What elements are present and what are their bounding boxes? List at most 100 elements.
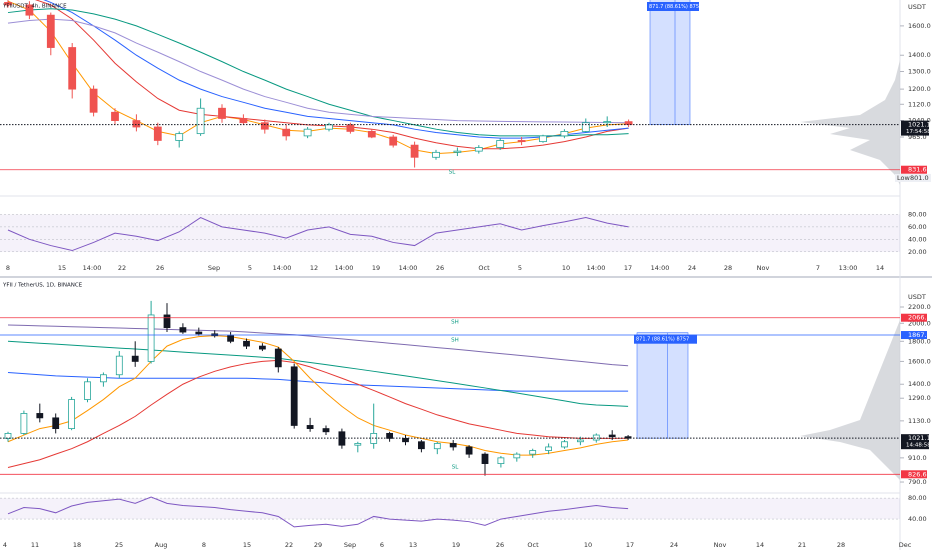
candle-body <box>290 366 298 426</box>
candle-body <box>560 130 569 137</box>
rsi-line <box>7 496 629 528</box>
candle-body <box>322 428 330 433</box>
chart-title: YFII / TetherUS, 1D, BINANCE <box>2 283 83 289</box>
candle-body <box>132 120 141 128</box>
candle-body <box>239 118 248 124</box>
candle-body <box>111 111 119 121</box>
x-tick-label: 13 <box>409 541 417 549</box>
position-tag <box>634 334 697 344</box>
candle-body <box>370 433 378 444</box>
x-tick-label: 7 <box>816 264 820 272</box>
price-level-label: 1867.1 <box>908 331 931 339</box>
candle-body <box>417 441 425 450</box>
x-tick-label: 12 <box>310 264 318 272</box>
x-tick-label: 19 <box>372 264 380 272</box>
y-tick-label: 1600.0 <box>908 22 931 30</box>
candle-body <box>449 443 457 448</box>
candle-body <box>153 126 162 141</box>
x-tick-label: 13:00 <box>839 264 858 272</box>
x-tick-label: Oct <box>527 541 539 549</box>
x-tick-label: Oct <box>478 264 490 272</box>
candle-body <box>513 453 521 459</box>
x-tick-label: 10 <box>584 541 592 549</box>
current-price-tag <box>901 434 929 450</box>
y-tick-label: 1040.0 <box>908 117 931 125</box>
x-tick-label: 19 <box>452 541 460 549</box>
candle-body <box>561 441 568 448</box>
x-tick-label: 21 <box>798 541 806 549</box>
candle-body <box>131 355 139 362</box>
x-tick-label: 24 <box>688 264 696 272</box>
candle-body <box>592 434 600 441</box>
y-tick-label: 1400.0 <box>908 51 931 59</box>
candle-body <box>68 399 75 429</box>
price-level-label: 831.6 <box>908 166 927 174</box>
rsi-tick-label: 80.00 <box>908 210 927 218</box>
x-tick-label: 22 <box>285 541 293 549</box>
volume-profile <box>800 60 900 185</box>
candle-body <box>354 443 362 446</box>
candle-body <box>338 431 346 446</box>
x-tick-label: Aug <box>155 541 168 549</box>
current-price-label: 1021.1 <box>908 434 931 442</box>
candle-body <box>282 128 291 137</box>
candle-body <box>529 450 537 455</box>
candle-body <box>46 14 55 48</box>
moving-average <box>7 8 629 137</box>
volume-profile <box>800 320 900 480</box>
candle-body <box>539 135 547 143</box>
rsi-tick-label: 20.00 <box>908 248 927 256</box>
candle-body <box>100 374 107 383</box>
current-price-label: 1021.1 <box>908 121 931 129</box>
candle-body <box>453 150 462 153</box>
position-box <box>636 332 689 439</box>
x-tick-label: Nov <box>714 541 727 549</box>
candle-body <box>25 4 34 16</box>
x-tick-label: Sep <box>344 541 356 549</box>
x-tick-label: Dec <box>899 541 912 549</box>
candle-body <box>84 381 91 400</box>
x-tick-label: 14 <box>876 264 884 272</box>
candle-body <box>432 151 440 158</box>
x-tick-label: Sep <box>208 264 220 272</box>
candle-body <box>258 345 266 350</box>
rsi-band <box>0 498 900 520</box>
candle-body <box>433 443 441 450</box>
position-tag <box>647 2 699 11</box>
candle-body <box>389 136 398 146</box>
candle-body <box>4 2 12 6</box>
x-tick-label: 14 <box>756 541 764 549</box>
candle-body <box>346 124 355 132</box>
candle-body <box>195 331 203 335</box>
x-tick-label: Nov <box>757 264 770 272</box>
x-tick-label: 24 <box>670 541 678 549</box>
x-tick-label: 14:00 <box>587 264 606 272</box>
price-pane <box>4 0 691 168</box>
x-tick-label: 28 <box>837 541 845 549</box>
candle-body <box>581 122 590 132</box>
candle-body <box>175 133 184 141</box>
axis-unit: USDT <box>908 3 926 11</box>
x-tick-label: 26 <box>436 264 444 272</box>
x-tick-label: 17 <box>624 264 632 272</box>
candle-body <box>306 425 314 429</box>
candle-body <box>68 47 77 90</box>
moving-average <box>7 18 629 124</box>
candle-body <box>52 417 60 429</box>
moving-average <box>7 340 629 407</box>
candle-body <box>386 433 394 439</box>
y-tick-label: 965.0 <box>908 133 927 141</box>
x-tick-label: 26 <box>156 264 164 272</box>
x-tick-label: 22 <box>118 264 126 272</box>
price-level-label: 2066.2 <box>908 314 931 322</box>
y-tick-label: 1400.0 <box>908 380 931 388</box>
price-level-tag <box>901 313 927 322</box>
x-tick-label: 11 <box>31 541 39 549</box>
x-tick-label: 15 <box>243 541 251 549</box>
position-label: 871.7 (88.61%) 8757 <box>649 4 702 10</box>
x-tick-label: 8 <box>6 264 10 272</box>
candle-body <box>218 107 226 119</box>
rsi-line <box>7 216 629 252</box>
x-tick-label: 29 <box>314 541 322 549</box>
moving-average <box>43 0 629 139</box>
